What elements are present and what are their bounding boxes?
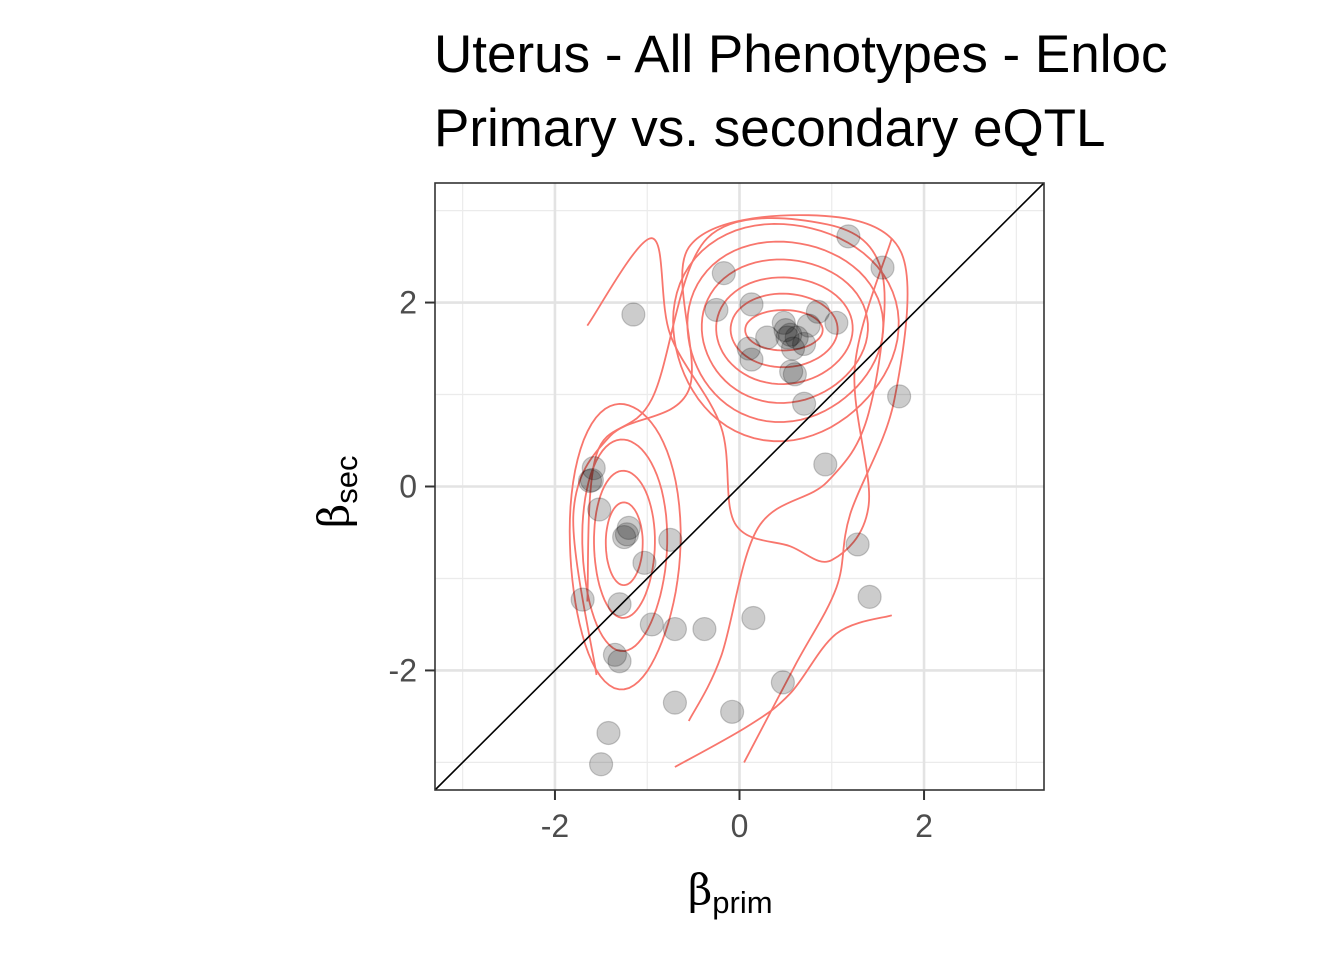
data-point [692, 616, 717, 642]
data-point [577, 468, 603, 494]
data-point [587, 497, 612, 522]
data-point [824, 310, 849, 335]
data-point [632, 550, 657, 575]
data-point [736, 336, 761, 361]
data-point [805, 299, 831, 324]
data-point [616, 515, 641, 540]
density-contour-level [604, 501, 644, 587]
data-point [720, 699, 745, 724]
data-point [711, 261, 736, 286]
data-point [791, 391, 817, 416]
data-point [579, 467, 604, 493]
x-tick-label: 2 [915, 808, 933, 844]
data-point [779, 359, 804, 384]
data-point [887, 384, 912, 409]
data-point [612, 524, 637, 550]
density-contour-level [568, 402, 682, 691]
y-axis-subscript: sec [329, 455, 364, 503]
x-axis-ticks: -2 0 2 [541, 790, 933, 844]
data-point [570, 587, 595, 612]
data-point [739, 292, 764, 317]
data-point [791, 331, 817, 357]
data-point [581, 456, 606, 481]
data-point [784, 325, 809, 350]
data-point [588, 752, 614, 777]
data-point [773, 318, 798, 343]
chart-subtitle: Primary vs. secondary eQTL [434, 99, 1106, 158]
data-point [775, 325, 800, 350]
data-point [607, 649, 632, 674]
density-contour-level [729, 292, 839, 369]
y-tick-label: 0 [399, 469, 417, 505]
chart-title: Uterus - All Phenotypes - Enloc [434, 25, 1168, 84]
data-point [621, 302, 646, 327]
data-point [778, 322, 803, 347]
x-axis-title: βprim [688, 865, 773, 920]
data-point [780, 336, 806, 361]
density-contour-level [700, 258, 869, 404]
data-point [755, 325, 780, 350]
data-point [658, 527, 683, 552]
data-point [602, 642, 628, 667]
density-contours [568, 214, 909, 768]
scatter-points [570, 224, 912, 777]
density-contour-level [581, 438, 669, 653]
data-point [845, 532, 870, 557]
identity-reference-line [434, 182, 1045, 791]
data-point [607, 592, 632, 617]
density-contour-level [593, 469, 656, 619]
data-point [739, 347, 764, 372]
data-point [639, 612, 664, 637]
density-contour-level [672, 222, 900, 443]
data-point [741, 605, 766, 631]
x-axis-symbol: β [688, 865, 712, 914]
y-axis-title: βsec [309, 455, 364, 528]
data-point [614, 522, 640, 547]
y-tick-label: -2 [389, 652, 417, 688]
data-point [770, 670, 795, 695]
data-point [813, 452, 838, 477]
data-point [857, 584, 882, 609]
density-contour-level [744, 309, 824, 352]
density-contour-level [715, 276, 854, 386]
data-point [704, 297, 729, 323]
data-point [870, 255, 895, 280]
data-point [771, 310, 796, 335]
x-tick-label: 0 [731, 808, 749, 844]
y-tick-label: 2 [399, 285, 417, 321]
x-tick-label: -2 [541, 808, 569, 844]
data-point [796, 313, 821, 338]
x-axis-subscript: prim [712, 885, 772, 920]
data-point [662, 690, 688, 715]
y-axis-symbol: β [309, 504, 358, 528]
y-axis-ticks: -2 0 2 [389, 285, 435, 688]
data-point [782, 362, 807, 387]
density-contour-outer [674, 614, 893, 768]
data-point [662, 616, 688, 642]
density-contour-outer [572, 214, 909, 763]
data-point [596, 720, 621, 746]
density-contour-outer [586, 237, 893, 563]
data-point [836, 224, 861, 249]
